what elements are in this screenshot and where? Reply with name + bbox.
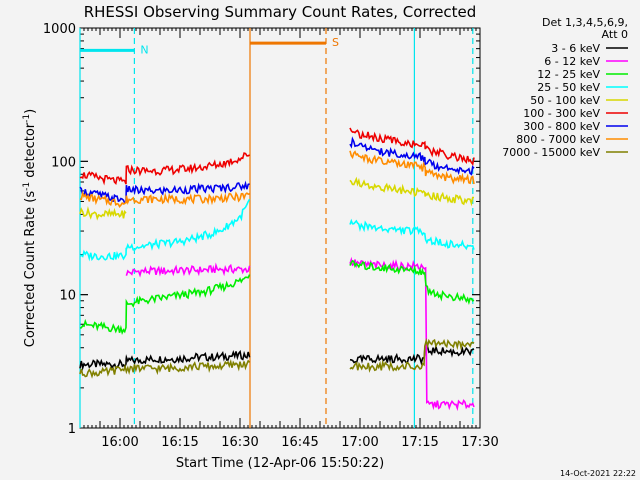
legend-label: 6 - 12 keV	[544, 55, 600, 68]
x-tick-label: 16:45	[281, 435, 318, 450]
series-line	[79, 152, 251, 186]
series-line	[349, 256, 475, 412]
x-axis-label: Start Time (12-Apr-06 15:50:22)	[176, 456, 384, 471]
legend-label: 3 - 6 keV	[551, 42, 600, 55]
x-tick-label: 17:30	[461, 435, 498, 450]
flag-label: S	[332, 36, 339, 49]
attenuator-label: Att 0	[602, 28, 628, 41]
legend-label: 100 - 300 keV	[523, 107, 600, 120]
x-tick-label: 16:30	[221, 435, 258, 450]
legend-label: 25 - 50 keV	[537, 81, 600, 94]
series-line	[349, 127, 475, 166]
series-line	[349, 176, 474, 207]
series-line	[349, 343, 475, 366]
series-line	[79, 274, 251, 336]
legend-label: 50 - 100 keV	[530, 94, 600, 107]
series-line	[79, 349, 251, 372]
detectors-label: Det 1,3,4,5,6,9,	[542, 16, 628, 29]
plot-area: 1 10 100 1000 16:00 16:15 16:30 16:45 17:00 17:15…	[43, 22, 499, 450]
y-tick-label: 100	[51, 155, 76, 170]
legend-label: 800 - 7000 keV	[516, 133, 600, 146]
y-axis-label: Corrected Count Rate (s-1 detector-1)	[22, 109, 38, 347]
x-tick-label: 17:15	[401, 435, 438, 450]
timestamp: 14-Oct-2021 22:22	[560, 469, 636, 478]
y-tick-label: 1	[68, 422, 76, 437]
legend-label: 12 - 25 keV	[537, 68, 600, 81]
series-line	[79, 359, 251, 379]
series-line	[79, 190, 250, 209]
y-tick-label: 1000	[43, 22, 76, 37]
legend-label: 7000 - 15000 keV	[502, 146, 600, 159]
series-line	[349, 136, 475, 176]
series-line	[349, 218, 475, 251]
x-tick-label: 16:15	[161, 435, 198, 450]
series-line	[349, 150, 475, 185]
legend-label: 300 - 800 keV	[523, 120, 600, 133]
series-line	[79, 206, 127, 221]
series-line	[79, 198, 251, 262]
x-tick-label: 16:00	[101, 435, 138, 450]
flag-label: N	[140, 43, 148, 56]
series-line	[349, 337, 475, 373]
series-line	[349, 259, 475, 306]
series-line	[79, 180, 250, 205]
x-tick-label: 17:00	[341, 435, 378, 450]
series-line	[125, 262, 251, 278]
y-tick-label: 10	[59, 289, 76, 304]
chart-title: RHESSI Observing Summary Count Rates, Co…	[84, 3, 477, 21]
